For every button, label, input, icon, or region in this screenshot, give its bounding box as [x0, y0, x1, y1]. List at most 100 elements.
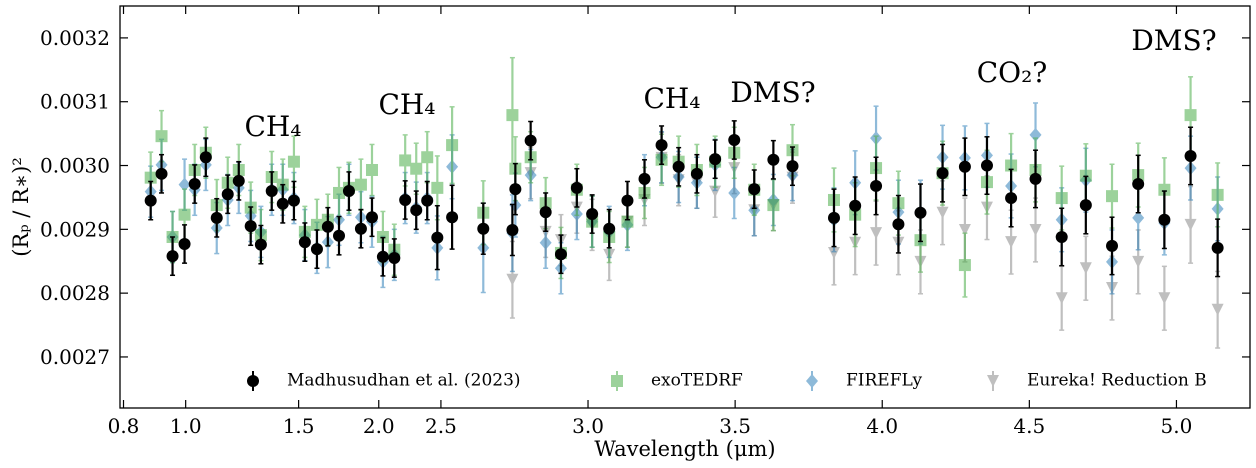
x-axis-label: Wavelength (μm) [594, 437, 775, 461]
marker [287, 194, 300, 207]
marker [506, 223, 519, 236]
marker [892, 218, 905, 231]
marker [509, 183, 522, 196]
marker [539, 235, 552, 250]
legend-item [987, 371, 999, 391]
marker [221, 188, 234, 201]
marker [936, 206, 949, 219]
legend-label: FIREFLy [846, 371, 923, 391]
marker [431, 231, 444, 244]
marker [603, 222, 616, 235]
marker [199, 151, 212, 164]
marker [570, 181, 583, 194]
marker [958, 160, 971, 173]
marker [1055, 292, 1068, 305]
marker [210, 211, 223, 224]
marker [446, 139, 459, 152]
y-tick-label: 0.0027 [40, 345, 110, 369]
marker [1211, 303, 1224, 316]
marker [477, 222, 490, 235]
marker [1106, 239, 1119, 252]
marker [178, 238, 191, 251]
marker [354, 178, 367, 191]
marker [1005, 192, 1018, 205]
marker [388, 252, 401, 265]
annotation: CH₄ [244, 110, 301, 143]
marker [709, 185, 722, 198]
x-tick-label: 3.0 [572, 414, 604, 438]
marker [827, 246, 840, 259]
marker [276, 197, 289, 210]
marker [849, 199, 862, 212]
marker [1055, 230, 1068, 243]
marker [870, 227, 883, 240]
marker [1211, 188, 1224, 201]
marker [287, 155, 300, 168]
marker [958, 259, 971, 272]
y-axis-label: (Rₚ / R∗)² [9, 157, 33, 257]
marker [178, 177, 191, 192]
marker [342, 185, 355, 198]
marker [446, 211, 459, 224]
legend-marker [247, 375, 259, 387]
marker [621, 215, 634, 228]
legend-item [247, 371, 259, 391]
marker [321, 220, 334, 233]
marker [188, 178, 201, 191]
y-tick-label: 0.0031 [40, 90, 110, 114]
marker [298, 236, 311, 249]
marker [1029, 172, 1042, 185]
marker [310, 218, 323, 231]
marker [506, 109, 519, 122]
marker [1055, 192, 1068, 205]
marker [155, 130, 168, 143]
marker [166, 250, 179, 263]
marker [827, 211, 840, 224]
marker [936, 167, 949, 180]
legend-marker [987, 375, 999, 387]
marker [1029, 127, 1042, 142]
marker [980, 159, 993, 172]
marker [254, 238, 267, 251]
legend-item [611, 371, 623, 391]
marker [265, 185, 278, 198]
marker [155, 167, 168, 180]
marker [244, 220, 257, 233]
marker [1005, 236, 1018, 249]
marker [914, 206, 927, 219]
y-tick-label: 0.0029 [40, 217, 110, 241]
x-tick-label: 2.5 [425, 414, 457, 438]
marker [1029, 223, 1042, 236]
marker [958, 223, 971, 236]
marker [232, 174, 245, 187]
marker [638, 172, 651, 185]
marker [1132, 210, 1145, 225]
marker [586, 208, 599, 221]
marker [506, 273, 519, 286]
legend-item [806, 371, 818, 391]
legend-label: Eureka! Reduction B [1027, 371, 1207, 391]
marker [399, 193, 412, 206]
y-tick-label: 0.0032 [40, 26, 110, 50]
marker [421, 151, 434, 164]
x-tick-label: 1.0 [170, 414, 202, 438]
marker [310, 243, 323, 256]
marker [354, 222, 367, 235]
series [144, 120, 1224, 278]
x-tick-label: 4.5 [1013, 414, 1045, 438]
x-tick-label: 2.0 [363, 414, 395, 438]
marker [655, 139, 668, 152]
marker [1106, 190, 1119, 203]
marker [399, 154, 412, 167]
marker [554, 248, 567, 261]
marker [431, 181, 444, 194]
legend-label: exoTEDRF [651, 371, 743, 391]
x-tick-label: 0.8 [108, 414, 140, 438]
y-tick-label: 0.0030 [40, 154, 110, 178]
legend-marker [806, 374, 818, 388]
marker [767, 199, 780, 212]
marker [767, 153, 780, 166]
marker [539, 206, 552, 219]
x-tick-label: 5.0 [1161, 414, 1193, 438]
